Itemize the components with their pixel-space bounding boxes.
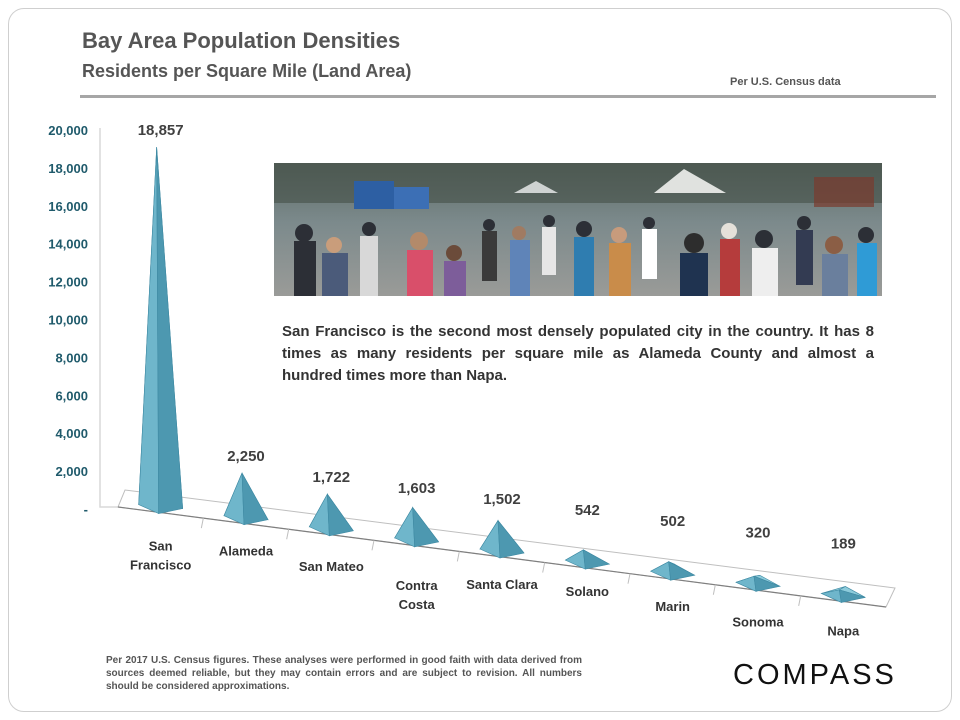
data-label: 1,502 [483,491,521,508]
logo-text: COMPASS [733,659,897,691]
y-tick-label: - [84,502,88,517]
x-category-label: Contra [396,578,439,593]
x-category-label: Marin [655,599,690,614]
y-tick-label: 8,000 [55,350,88,365]
y-tick-label: 2,000 [55,464,88,479]
x-tick-mark [798,595,802,606]
y-axis-line [99,128,118,508]
source-note: Per U.S. Census data [730,76,841,88]
x-tick-mark [627,573,631,584]
pyramid-face-side [156,147,183,514]
y-tick-label: 20,000 [48,123,88,138]
data-label: 320 [745,524,770,541]
y-tick-label: 12,000 [48,275,88,290]
y-tick-label: 14,000 [48,237,88,252]
data-label: 542 [575,502,600,519]
pyramid-face-side [241,472,269,526]
pyramid-face-side [412,506,440,548]
data-label: 2,250 [227,448,265,465]
x-category-label: Alameda [219,544,274,559]
pyramid-face-front [138,147,159,515]
x-category-label: Solano [566,584,609,599]
data-label: 1,603 [398,480,436,497]
data-label: 189 [831,535,856,552]
pyramid-face-side [497,519,525,559]
pyramid-face-side [326,493,354,537]
data-label: 1,722 [313,469,351,486]
x-category-label: San [149,539,173,554]
x-category-label: Francisco [130,558,191,573]
x-tick-mark [542,562,546,573]
x-tick-mark [456,551,460,562]
x-category-label: Costa [399,597,436,612]
pyramid-face-side [668,561,696,581]
x-category-label: Santa Clara [466,577,538,592]
x-tick-mark [200,518,204,529]
y-tick-label: 6,000 [55,388,88,403]
pyramid-face-side [582,549,611,570]
pyramid-face-side [838,589,866,603]
annotation-text: San Francisco is the second most densely… [282,323,874,384]
y-tick-label: 18,000 [48,161,88,176]
data-label: 502 [660,513,685,530]
compass-logo: COMPASS [733,659,913,693]
header-divider [80,95,936,98]
x-tick-mark [371,540,375,551]
street-crowd-photo [274,163,882,296]
data-label: 18,857 [138,122,184,139]
x-category-label: Sonoma [732,614,784,629]
y-tick-label: 16,000 [48,199,88,214]
x-category-label: San Mateo [299,559,364,574]
chart-title: Bay Area Population Densities [82,28,401,53]
x-tick-mark [286,529,290,540]
chart-subtitle: Residents per Square Mile (Land Area) [82,61,412,81]
y-tick-label: 4,000 [55,426,88,441]
pyramid-face-side [753,575,782,592]
x-tick-mark [712,584,716,595]
x-category-label: Napa [827,623,860,638]
pyramid-face-front [223,472,245,526]
y-tick-label: 10,000 [48,313,88,328]
disclaimer-text: Per 2017 U.S. Census figures. These anal… [106,655,582,692]
